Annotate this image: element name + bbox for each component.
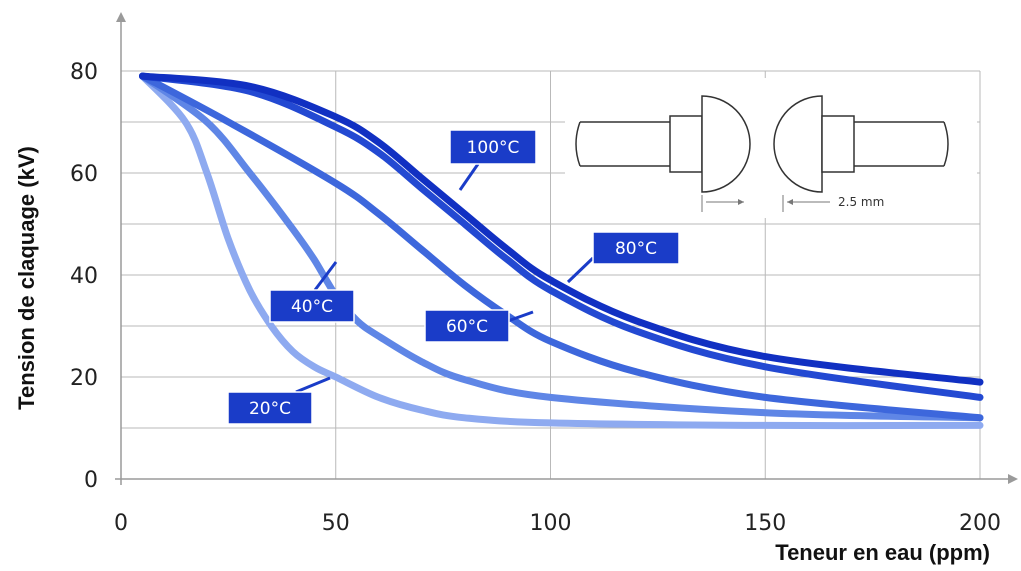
label-leader-line — [313, 261, 338, 291]
label-leader-line — [295, 376, 331, 394]
label-box — [424, 309, 510, 343]
x-tick-label: 200 — [959, 511, 1001, 536]
y-axis-arrow — [116, 12, 126, 22]
series-label-1: 20°C — [227, 376, 331, 425]
label-leader-line — [458, 163, 480, 191]
series-label-4: 80°C — [566, 231, 680, 284]
series-line-4 — [139, 72, 984, 401]
label-box — [227, 391, 313, 425]
y-tick-label: 80 — [70, 60, 98, 85]
label-box — [592, 231, 680, 265]
label-text: 40°C — [291, 297, 333, 317]
gap-dimension-label: 2.5 mm — [838, 195, 884, 209]
series-labels: 20°C 40°C 60°C 80°C 100°C — [227, 129, 680, 425]
series-label-3: 60°C — [424, 309, 534, 343]
x-tick-label: 150 — [744, 511, 786, 536]
y-axis-title: Tension de claquage (kV) — [14, 146, 39, 410]
right-collar-icon — [821, 115, 855, 173]
label-box — [269, 289, 355, 323]
tick-labels: 0 20 40 60 80 0 50 100 150 200 — [70, 60, 1001, 536]
series-line-5 — [139, 72, 984, 386]
label-leader-line — [566, 256, 595, 284]
right-rod-icon — [854, 121, 949, 167]
left-dome-icon — [701, 95, 751, 193]
y-tick-label: 40 — [70, 264, 98, 289]
series-label-5: 100°C — [449, 129, 537, 191]
x-tick-label: 50 — [322, 511, 350, 536]
x-tick-label: 100 — [530, 511, 572, 536]
series-line-2 — [139, 72, 984, 422]
inset-background — [565, 78, 977, 218]
left-rod-icon — [575, 121, 670, 167]
label-box — [449, 129, 537, 165]
x-axis-arrow — [1008, 474, 1018, 484]
series-lines — [139, 72, 984, 430]
label-text: 100°C — [467, 138, 520, 158]
axes — [115, 12, 1018, 485]
y-tick-label: 0 — [84, 468, 98, 493]
label-text: 20°C — [249, 399, 291, 419]
label-text: 60°C — [446, 317, 488, 337]
x-tick-label: 0 — [114, 511, 128, 536]
left-collar-icon — [669, 115, 703, 173]
y-tick-label: 20 — [70, 366, 98, 391]
x-axis-title: Teneur en eau (ppm) — [775, 540, 990, 565]
label-text: 80°C — [615, 239, 657, 259]
right-dome-icon — [773, 95, 823, 193]
series-line-1 — [139, 72, 984, 430]
series-label-2: 40°C — [269, 261, 355, 323]
series-line-3 — [139, 72, 984, 422]
inset-electrodes: 2.5 mm — [565, 78, 977, 218]
y-tick-label: 60 — [70, 162, 98, 187]
